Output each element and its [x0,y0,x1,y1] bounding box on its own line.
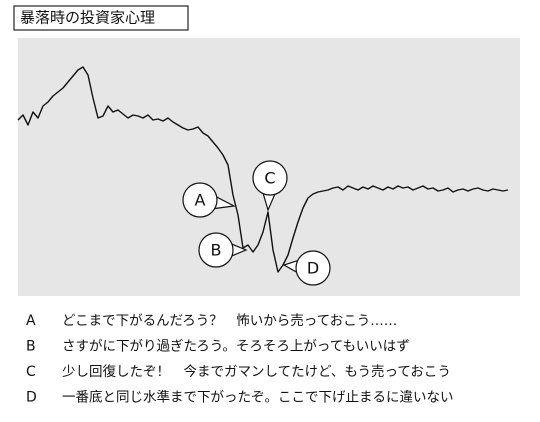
caption-label: C [26,364,36,380]
callout-label: C [264,169,275,188]
callout-label: D [307,259,319,278]
caption-text: さすがに下がり過ぎたろう。そろそろ上がってもいいはず [62,339,410,355]
caption-label: B [26,339,36,355]
caption-text: 少し回復したぞ！ 今までガマンしてたけど、もう売っておこう [62,363,451,380]
callout-cover [208,242,224,258]
callout-cover [192,192,208,208]
callout-cover [262,170,278,186]
callout-label: B [211,241,222,260]
caption-text: 一番底と同じ水準まで下がったぞ。ここで下げ止まるに違いない [62,390,454,406]
caption-label: D [26,390,37,406]
title-box [13,5,189,31]
caption-text: どこまで下がるんだろう？ 怖いから売っておこう…… [62,312,397,329]
caption-label: A [26,313,36,329]
chart-title: 暴落時の投資家心理 [20,9,155,27]
callout-cover [305,260,321,276]
callout-label: A [195,191,206,210]
line [17,66,509,273]
